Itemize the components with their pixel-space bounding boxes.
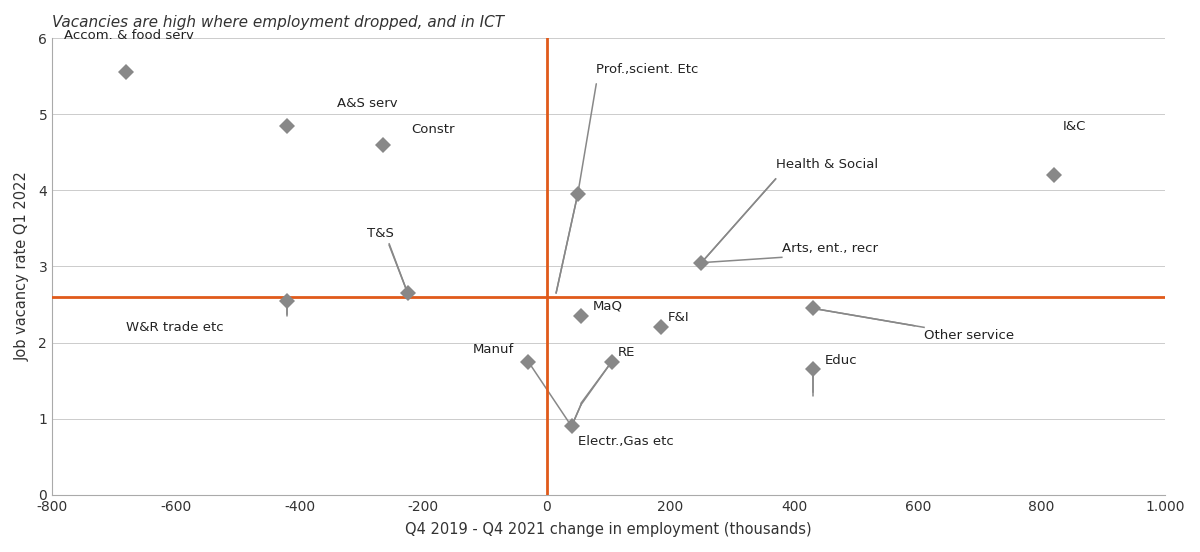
Text: A&S serv: A&S serv: [336, 97, 397, 110]
Text: F&I: F&I: [667, 311, 689, 323]
Text: Manuf: Manuf: [473, 343, 514, 356]
Text: RE: RE: [618, 346, 635, 359]
Text: Accom. & food serv: Accom. & food serv: [65, 29, 194, 42]
Text: Arts, ent., recr: Arts, ent., recr: [782, 242, 878, 255]
Text: Other service: Other service: [924, 329, 1014, 342]
Text: Educ: Educ: [826, 354, 858, 367]
Y-axis label: Job vacancy rate Q1 2022: Job vacancy rate Q1 2022: [14, 172, 30, 362]
Text: T&S: T&S: [367, 227, 395, 240]
Text: W&R trade etc: W&R trade etc: [126, 321, 224, 335]
Text: Constr: Constr: [410, 123, 455, 136]
Text: Electr.,Gas etc: Electr.,Gas etc: [577, 436, 673, 448]
Text: MaQ: MaQ: [593, 299, 623, 312]
Text: Health & Social: Health & Social: [775, 158, 877, 171]
X-axis label: Q4 2019 - Q4 2021 change in employment (thousands): Q4 2019 - Q4 2021 change in employment (…: [406, 522, 812, 537]
Text: Prof.,scient. Etc: Prof.,scient. Etc: [596, 63, 698, 76]
Text: Vacancies are high where employment dropped, and in ICT: Vacancies are high where employment drop…: [52, 15, 504, 30]
Text: I&C: I&C: [1063, 120, 1086, 133]
